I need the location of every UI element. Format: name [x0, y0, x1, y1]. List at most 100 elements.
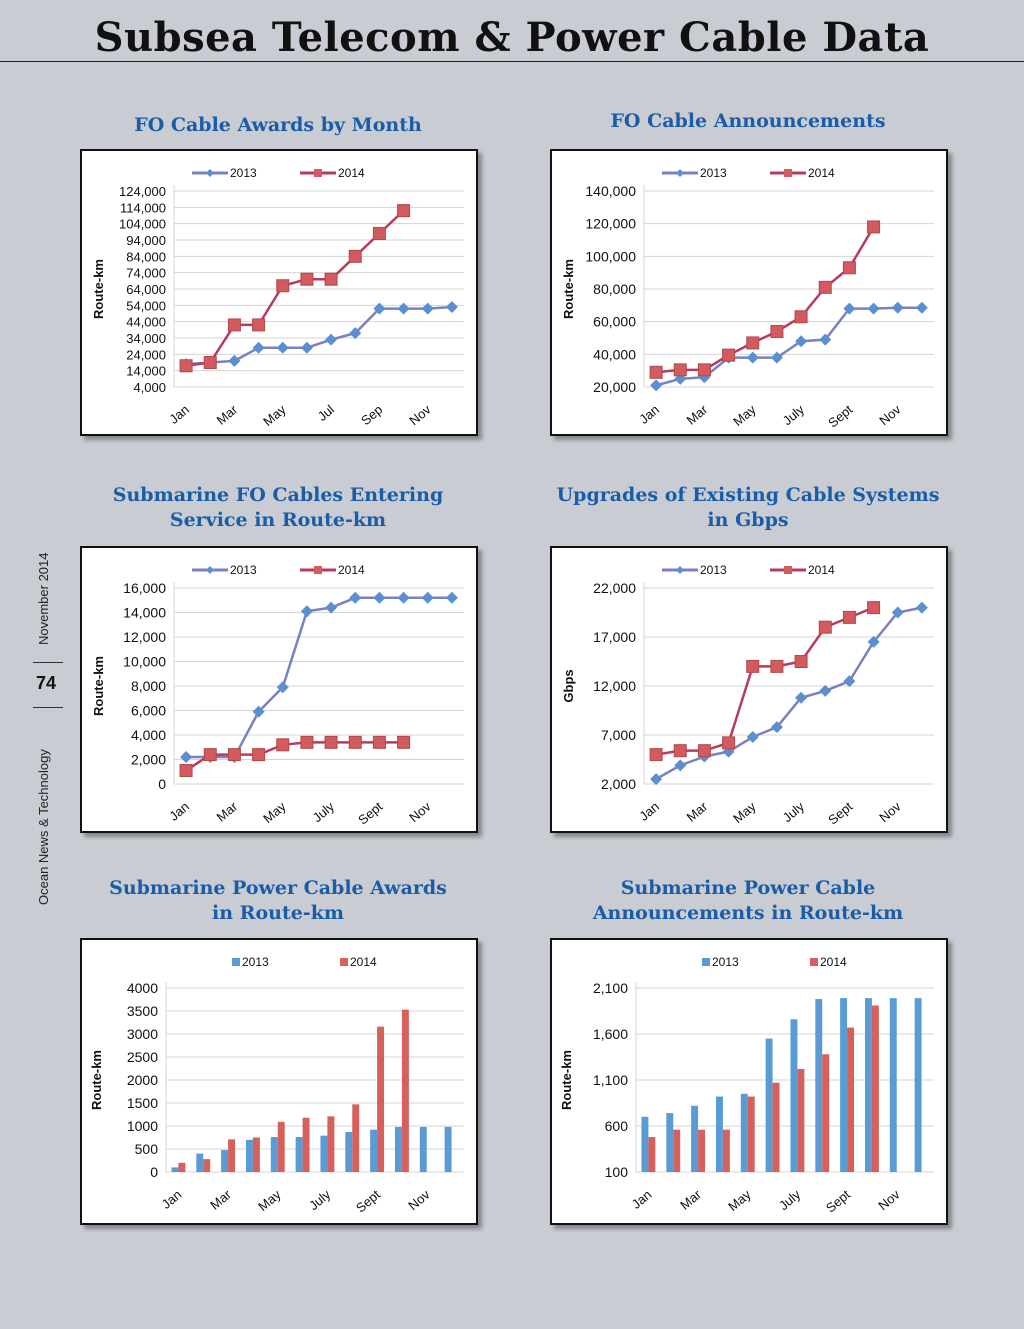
y-tick-label: 8,000 [131, 678, 166, 694]
bar-2013 [196, 1153, 204, 1172]
bar-2013 [641, 1116, 649, 1172]
y-tick-label: 2,100 [593, 980, 628, 996]
legend-marker-2013 [676, 566, 684, 574]
x-tick-label: Nov [876, 401, 904, 428]
y-axis-label: Route-km [561, 259, 576, 319]
y-tick-label: 104,000 [119, 217, 166, 232]
data-point-2013 [373, 302, 386, 315]
bar-2013 [444, 1126, 452, 1172]
legend-marker-2013 [676, 169, 684, 177]
data-point-2014 [179, 359, 193, 373]
data-point-2013 [397, 591, 410, 604]
legend-marker-2014 [784, 566, 792, 574]
y-tick-label: 500 [135, 1141, 159, 1157]
x-tick-label: July [310, 798, 338, 825]
bar-2014 [302, 1117, 310, 1172]
data-point-2013 [252, 341, 265, 354]
y-tick-label: 40,000 [593, 346, 636, 362]
chart-title-line: in Gbps [707, 509, 789, 531]
title-rule [0, 61, 1024, 62]
data-point-2013 [891, 606, 904, 619]
legend-marker-2014 [784, 169, 792, 177]
data-point-2013 [300, 341, 313, 354]
bar-2013 [320, 1135, 328, 1172]
x-tick-label: Mar [684, 401, 711, 427]
x-tick-label: May [725, 1186, 754, 1214]
data-point-2014 [227, 748, 241, 762]
bar-2013 [889, 998, 897, 1172]
data-point-2014 [818, 620, 832, 634]
page-title: Subsea Telecom & Power Cable Data [94, 14, 930, 61]
y-tick-label: 1,600 [593, 1026, 628, 1042]
bar-2013 [221, 1149, 229, 1172]
legend-swatch-2014 [340, 958, 348, 966]
legend-swatch-2014 [810, 958, 818, 966]
data-point-2013 [915, 301, 928, 314]
y-tick-label: 22,000 [593, 580, 636, 596]
legend: 2013 2014 [662, 166, 835, 180]
y-tick-label: 124,000 [119, 184, 166, 199]
bar-2014 [822, 1054, 830, 1172]
x-tick-label: Sept [825, 402, 855, 431]
bar-2014 [327, 1116, 335, 1172]
x-tick-label: Sept [823, 1187, 853, 1216]
data-point-2013 [349, 327, 362, 340]
legend-label: 2014 [338, 563, 365, 577]
legend-label: 2014 [338, 166, 365, 180]
chart-c1: 2013 2014 124,000 114,000 104,000 94,000 84,00… [80, 149, 478, 436]
data-point-2014 [203, 748, 217, 762]
legend-label: 2014 [820, 955, 847, 969]
data-point-2013 [650, 773, 663, 786]
bar-2013 [245, 1139, 253, 1172]
x-tick-label: Jul [315, 402, 337, 424]
x-tick-label: Mar [684, 798, 711, 824]
chart-c3: 2013 2014 16,000 14,000 12,000 10,000 8,000 6,0… [80, 546, 478, 833]
chart-title: FO Cable Announcements [518, 109, 978, 134]
y-tick-label: 4,000 [131, 727, 166, 743]
x-tick-label: Mar [214, 798, 241, 824]
bar-2014 [648, 1137, 656, 1172]
page-number: 74 [36, 673, 57, 693]
x-tick-label: Nov [406, 401, 434, 428]
legend-marker-2014 [314, 566, 322, 574]
data-point-2014 [397, 204, 411, 218]
bar-2014 [228, 1139, 236, 1172]
x-tick-label: July [780, 401, 808, 428]
series-line-2014 [185, 741, 404, 772]
chart-title: FO Cable Awards by Month [48, 113, 508, 138]
data-point-2013 [325, 601, 338, 614]
data-point-2013 [674, 759, 687, 772]
chart-svg: 2013 2014 140,000 120,000 100,000 80,000 60,00… [561, 166, 934, 431]
y-axis-label: Gbps [561, 669, 576, 702]
bar-2014 [698, 1129, 706, 1172]
y-tick-label: 44,000 [126, 315, 166, 330]
x-tick-label: Mar [207, 1186, 234, 1212]
legend: 2013 2014 [662, 563, 835, 577]
y-tick-label: 114,000 [120, 200, 166, 215]
bar-2013 [790, 1019, 798, 1172]
legend: 2013 2014 [192, 563, 365, 577]
data-point-2014 [818, 280, 832, 294]
data-point-2013 [276, 341, 289, 354]
data-point-2014 [324, 735, 338, 749]
data-point-2013 [300, 605, 313, 618]
data-point-2013 [252, 705, 265, 718]
series-line-2013 [655, 306, 922, 387]
data-point-2014 [770, 659, 784, 673]
data-point-2014 [649, 748, 663, 762]
bar-2013 [715, 1096, 723, 1172]
data-point-2013 [421, 302, 434, 315]
data-point-2013 [180, 751, 193, 764]
bar-2014 [377, 1026, 385, 1172]
issue-date: November 2014 [36, 552, 51, 646]
y-tick-label: 60,000 [593, 314, 636, 330]
x-tick-label: May [255, 1186, 284, 1214]
data-point-2014 [746, 336, 760, 350]
y-tick-label: 10,000 [123, 654, 166, 670]
legend-label: 2013 [700, 563, 727, 577]
y-tick-label: 7,000 [601, 727, 636, 743]
data-point-2014 [276, 738, 290, 752]
y-axis-label: Route-km [91, 259, 106, 319]
chart-title: Submarine FO Cables Entering Service in R… [48, 483, 508, 533]
data-point-2014 [649, 365, 663, 379]
